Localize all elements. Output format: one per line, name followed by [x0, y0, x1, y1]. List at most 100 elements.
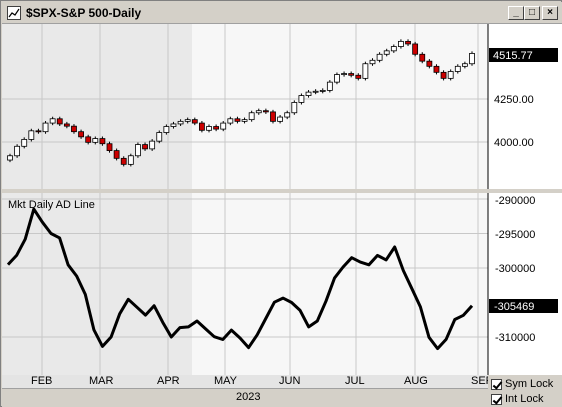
- ad-line-panel[interactable]: Mkt Daily AD Line -290000 -295000 -30000…: [2, 193, 558, 375]
- candle-body: [390, 46, 397, 52]
- candle-body: [120, 157, 127, 165]
- chart-canvas[interactable]: 4250.00 4000.00 4515.77 Mkt Daily AD Lin…: [2, 24, 562, 375]
- candle-body: [355, 74, 362, 79]
- month-label: APR: [157, 375, 180, 387]
- price-tick-label: 4250.00: [494, 94, 534, 106]
- candle-body: [383, 50, 390, 55]
- candle-body: [113, 150, 120, 159]
- candlestick-series: [7, 39, 475, 167]
- candle-body: [184, 119, 191, 122]
- chart-area[interactable]: 4250.00 4000.00 4515.77 Mkt Daily AD Lin…: [2, 24, 562, 375]
- candle-body: [191, 119, 198, 124]
- int-lock-checkbox[interactable]: Int Lock: [491, 392, 544, 406]
- candle-body: [447, 71, 454, 79]
- candle-body: [28, 130, 35, 140]
- candle-body: [63, 123, 70, 127]
- candle-body: [262, 110, 269, 113]
- ad-gridlines: [2, 193, 488, 375]
- minimize-button[interactable]: _: [508, 6, 524, 20]
- candle-body: [127, 155, 134, 165]
- checkbox-checked-icon[interactable]: [491, 378, 502, 390]
- sym-lock-checkbox[interactable]: Sym Lock: [491, 377, 553, 391]
- candle-body: [241, 119, 248, 122]
- candle-body: [177, 120, 184, 125]
- candle-body: [220, 122, 227, 130]
- candle-body: [99, 138, 106, 145]
- candle-body: [135, 144, 141, 157]
- candle-body: [78, 131, 84, 138]
- footer-bar: FEB MAR APR MAY JUN JUL AUG SEP 2023 Sym…: [2, 375, 562, 407]
- candle-body: [49, 118, 56, 124]
- candle-body: [362, 63, 369, 79]
- month-axis-strip: FEB MAR APR MAY JUN JUL AUG SEP: [2, 375, 488, 389]
- ad-tick-label: -300000: [495, 263, 535, 275]
- candle-body: [419, 53, 426, 62]
- close-button[interactable]: ×: [542, 6, 558, 20]
- candle-body: [319, 90, 326, 92]
- title-bar[interactable]: $SPX-S&P 500-Daily _ □ ×: [2, 2, 562, 24]
- month-label: MAY: [214, 375, 238, 387]
- candle-body: [35, 130, 42, 133]
- candle-body: [312, 90, 319, 93]
- candle-body: [426, 60, 433, 67]
- candle-body: [71, 125, 77, 133]
- candle-body: [248, 112, 255, 121]
- candle-body: [369, 59, 376, 65]
- ad-last-value: -305469: [494, 301, 534, 313]
- candle-body: [284, 112, 291, 118]
- candle-body: [255, 110, 262, 114]
- candle-body: [376, 53, 383, 61]
- candle-body: [305, 91, 312, 96]
- checkbox-checked-icon[interactable]: [491, 393, 502, 405]
- month-label: JUL: [345, 375, 365, 387]
- candle-body: [454, 65, 461, 72]
- month-label: FEB: [31, 375, 53, 387]
- candle-body: [21, 139, 28, 147]
- int-lock-label: Int Lock: [505, 393, 544, 405]
- candle-body: [85, 136, 92, 143]
- price-panel[interactable]: 4250.00 4000.00 4515.77: [2, 24, 558, 189]
- price-gridlines: [2, 24, 488, 189]
- price-last-value: 4515.77: [493, 50, 533, 62]
- candle-body: [291, 102, 298, 114]
- candle-body: [227, 118, 234, 124]
- price-tick-label: 4000.00: [494, 137, 534, 149]
- candle-body: [440, 71, 447, 79]
- price-panel-shading-light: [192, 24, 488, 189]
- candle-body: [270, 111, 276, 122]
- candle-body: [42, 122, 49, 133]
- ad-tick-label: -295000: [495, 229, 535, 241]
- panel-divider[interactable]: [2, 189, 562, 193]
- ad-tick-label: -310000: [495, 332, 535, 344]
- month-label: JUN: [279, 375, 301, 387]
- candle-body: [163, 126, 170, 133]
- candle-body: [206, 126, 212, 131]
- month-label: AUG: [404, 375, 428, 387]
- candle-body: [433, 65, 440, 73]
- ad-last-value-badge: [489, 299, 558, 313]
- candle-body: [56, 118, 63, 125]
- month-label: MAR: [89, 375, 114, 387]
- candle-body: [405, 40, 411, 45]
- ad-panel-title: Mkt Daily AD Line: [8, 199, 95, 211]
- candle-body: [199, 122, 205, 131]
- candle-body: [326, 81, 333, 91]
- month-label: SEP: [471, 375, 488, 387]
- candle-body: [170, 123, 177, 127]
- chart-app-icon: [7, 6, 21, 20]
- sym-lock-label: Sym Lock: [505, 378, 554, 390]
- ad-tick-label: -290000: [495, 195, 535, 207]
- candle-body: [348, 73, 355, 76]
- candle-body: [277, 116, 283, 122]
- candle-body: [341, 73, 347, 75]
- candle-body: [398, 40, 404, 47]
- candle-body: [142, 144, 148, 150]
- candle-body: [7, 155, 13, 161]
- price-last-value-badge: [489, 48, 558, 62]
- candle-body: [298, 95, 305, 103]
- candle-body: [156, 132, 163, 142]
- candle-body: [14, 145, 21, 157]
- window-title: $SPX-S&P 500-Daily: [26, 6, 142, 20]
- maximize-button[interactable]: □: [524, 6, 540, 20]
